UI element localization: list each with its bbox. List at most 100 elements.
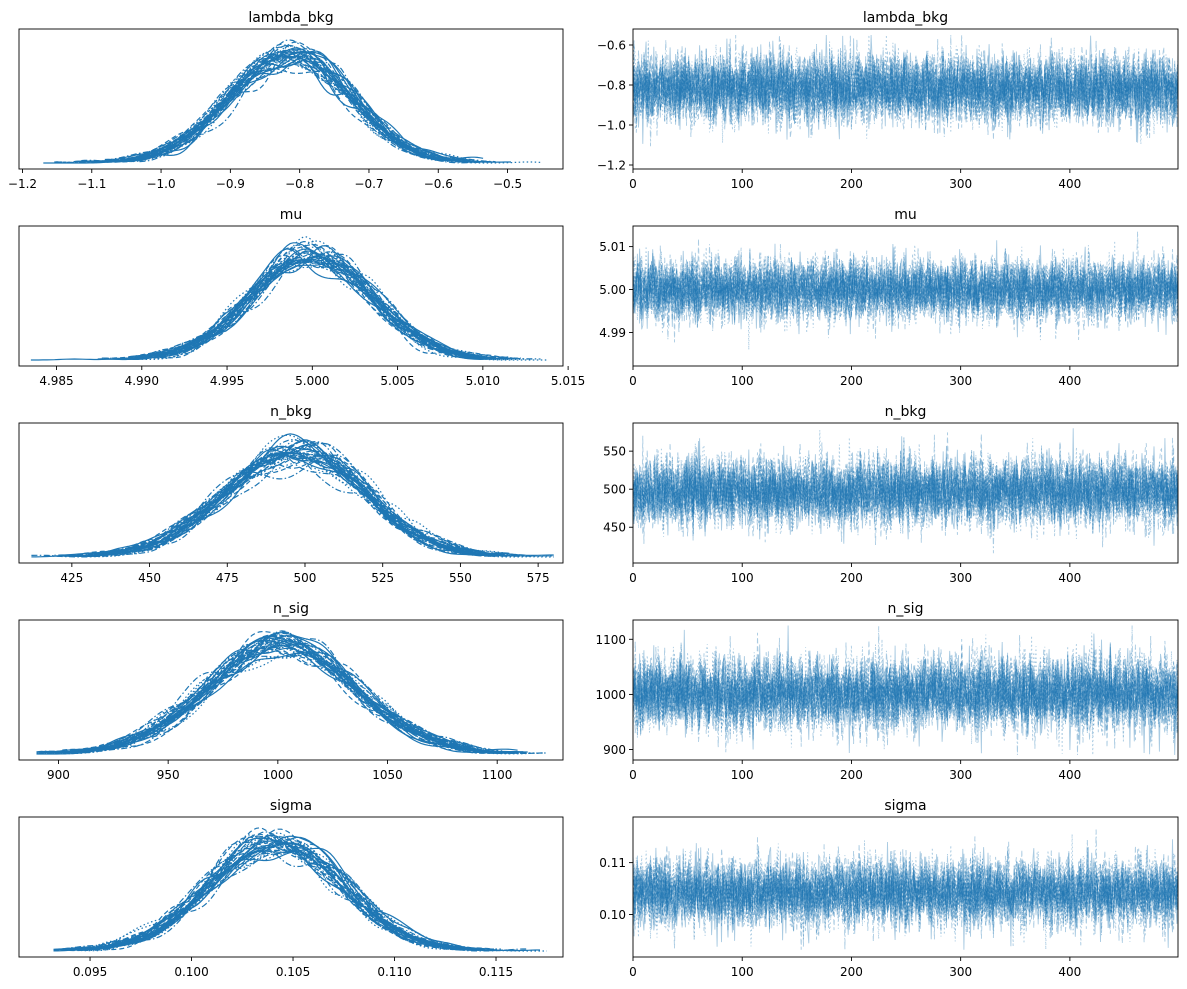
chain-trace-line — [633, 829, 1178, 936]
chain-trace-line — [633, 247, 1178, 339]
chain-trace-line — [633, 847, 1178, 935]
x-tick-label: 200 — [840, 374, 863, 388]
panel-title: n_bkg — [270, 404, 312, 420]
x-tick-label: 400 — [1058, 571, 1081, 585]
x-tick-label: 0.105 — [276, 965, 310, 979]
chain-trace-line — [633, 625, 1178, 755]
chain-density-line — [79, 833, 453, 951]
x-tick-label: 475 — [216, 571, 239, 585]
chain-trace-line — [633, 34, 1178, 136]
density-panel-lambda_bkg: lambda_bkg −1.2 −1.1 −1.0 −0.9 −0.8 −0.7 −0.6 −0… — [8, 10, 564, 191]
chain-trace-line — [633, 240, 1178, 335]
x-tick-label: 100 — [731, 768, 754, 782]
x-tick-label: 5.015 — [551, 374, 585, 388]
chain-trace-line — [633, 644, 1178, 744]
chain-trace-line — [633, 34, 1178, 136]
chain-trace-line — [633, 644, 1178, 756]
chain-density-line — [87, 851, 493, 951]
chain-trace-line — [633, 438, 1178, 533]
y-tick-label: 4.99 — [599, 326, 626, 340]
panel-title: sigma — [884, 798, 926, 814]
x-tick-label: −0.9 — [216, 177, 245, 191]
x-tick-label: 900 — [47, 768, 70, 782]
density-panel-n_sig: n_sig 900 950 1000 1050 1100 — [18, 601, 564, 782]
x-tick-label: 300 — [949, 177, 972, 191]
trace-axes-frame — [632, 619, 1179, 761]
chain-trace-line — [633, 848, 1178, 947]
chain-trace-line — [633, 244, 1178, 339]
chain-density-line — [76, 840, 475, 950]
x-tick-label: 200 — [840, 768, 863, 782]
chain-trace-line — [633, 443, 1178, 538]
density-axes-frame — [18, 816, 564, 958]
chain-trace-line — [633, 645, 1178, 756]
chain-density-line — [63, 457, 495, 557]
chain-density-line — [63, 840, 472, 951]
x-tick-label: 400 — [1058, 965, 1081, 979]
panel-title: lambda_bkg — [863, 10, 948, 26]
chain-density-line — [117, 452, 479, 555]
x-tick-label: −1.2 — [8, 177, 37, 191]
chain-density-line — [71, 450, 492, 557]
chain-trace-line — [633, 635, 1178, 756]
y-tick-label: 550 — [603, 445, 626, 459]
chain-density-line — [155, 256, 533, 361]
chain-trace-line — [633, 248, 1178, 335]
trace-panel-sigma: sigma 0 100 200 300 400 0.10 0.11 — [599, 798, 1179, 979]
chain-density-line — [77, 439, 522, 557]
x-tick-label: 0 — [629, 965, 637, 979]
chain-trace-line — [633, 250, 1178, 335]
chain-trace-line — [633, 632, 1178, 753]
panel-title: mu — [894, 207, 917, 223]
chain-trace-line — [633, 231, 1178, 339]
x-tick-label: 300 — [949, 768, 972, 782]
chain-trace-line — [633, 843, 1178, 944]
y-tick-label: 1100 — [595, 633, 626, 647]
chain-density-line — [98, 434, 525, 556]
y-tick-label: 1000 — [595, 688, 626, 702]
chain-trace-line — [633, 834, 1178, 942]
x-tick-label: 500 — [294, 571, 317, 585]
chain-density-line — [65, 634, 502, 754]
chain-trace-line — [633, 841, 1178, 948]
y-tick-label: −1.0 — [597, 119, 626, 133]
chain-trace-line — [633, 845, 1178, 950]
chain-density-line — [97, 245, 487, 360]
chain-trace-line — [633, 847, 1178, 943]
chain-density-line — [128, 448, 504, 557]
panel-title: n_sig — [273, 601, 309, 617]
x-tick-label: 450 — [138, 571, 161, 585]
x-tick-label: 5.010 — [466, 374, 500, 388]
chain-trace-line — [633, 443, 1178, 540]
chain-density-line — [62, 645, 461, 753]
chain-density-line — [127, 51, 474, 163]
density-axes-frame — [18, 225, 564, 367]
chain-density-line — [155, 253, 548, 361]
chain-trace-line — [633, 632, 1178, 755]
x-tick-label: −1.0 — [146, 177, 175, 191]
chain-trace-line — [633, 244, 1178, 332]
chain-trace-line — [633, 244, 1178, 334]
x-tick-label: −0.8 — [285, 177, 314, 191]
trace-axes-frame — [632, 225, 1179, 367]
chain-density-line — [136, 252, 451, 357]
x-tick-label: 300 — [949, 965, 972, 979]
chain-trace-line — [633, 432, 1178, 544]
panel-title: mu — [280, 207, 303, 223]
chain-trace-line — [633, 34, 1178, 133]
chain-trace-line — [633, 434, 1178, 539]
chain-trace-line — [633, 635, 1178, 745]
trace-axes-frame — [632, 816, 1179, 958]
x-tick-label: −0.7 — [354, 177, 383, 191]
chain-trace-line — [633, 40, 1178, 134]
y-tick-label: 500 — [603, 483, 626, 497]
x-tick-label: 0 — [629, 571, 637, 585]
panel-title: lambda_bkg — [248, 10, 333, 26]
chain-trace-line — [633, 47, 1178, 145]
chain-density-line — [42, 644, 518, 754]
chain-density-line — [82, 645, 521, 753]
chain-density-line — [38, 641, 469, 754]
x-tick-label: 0.110 — [377, 965, 411, 979]
x-tick-label: 525 — [371, 571, 394, 585]
x-tick-label: 400 — [1058, 374, 1081, 388]
